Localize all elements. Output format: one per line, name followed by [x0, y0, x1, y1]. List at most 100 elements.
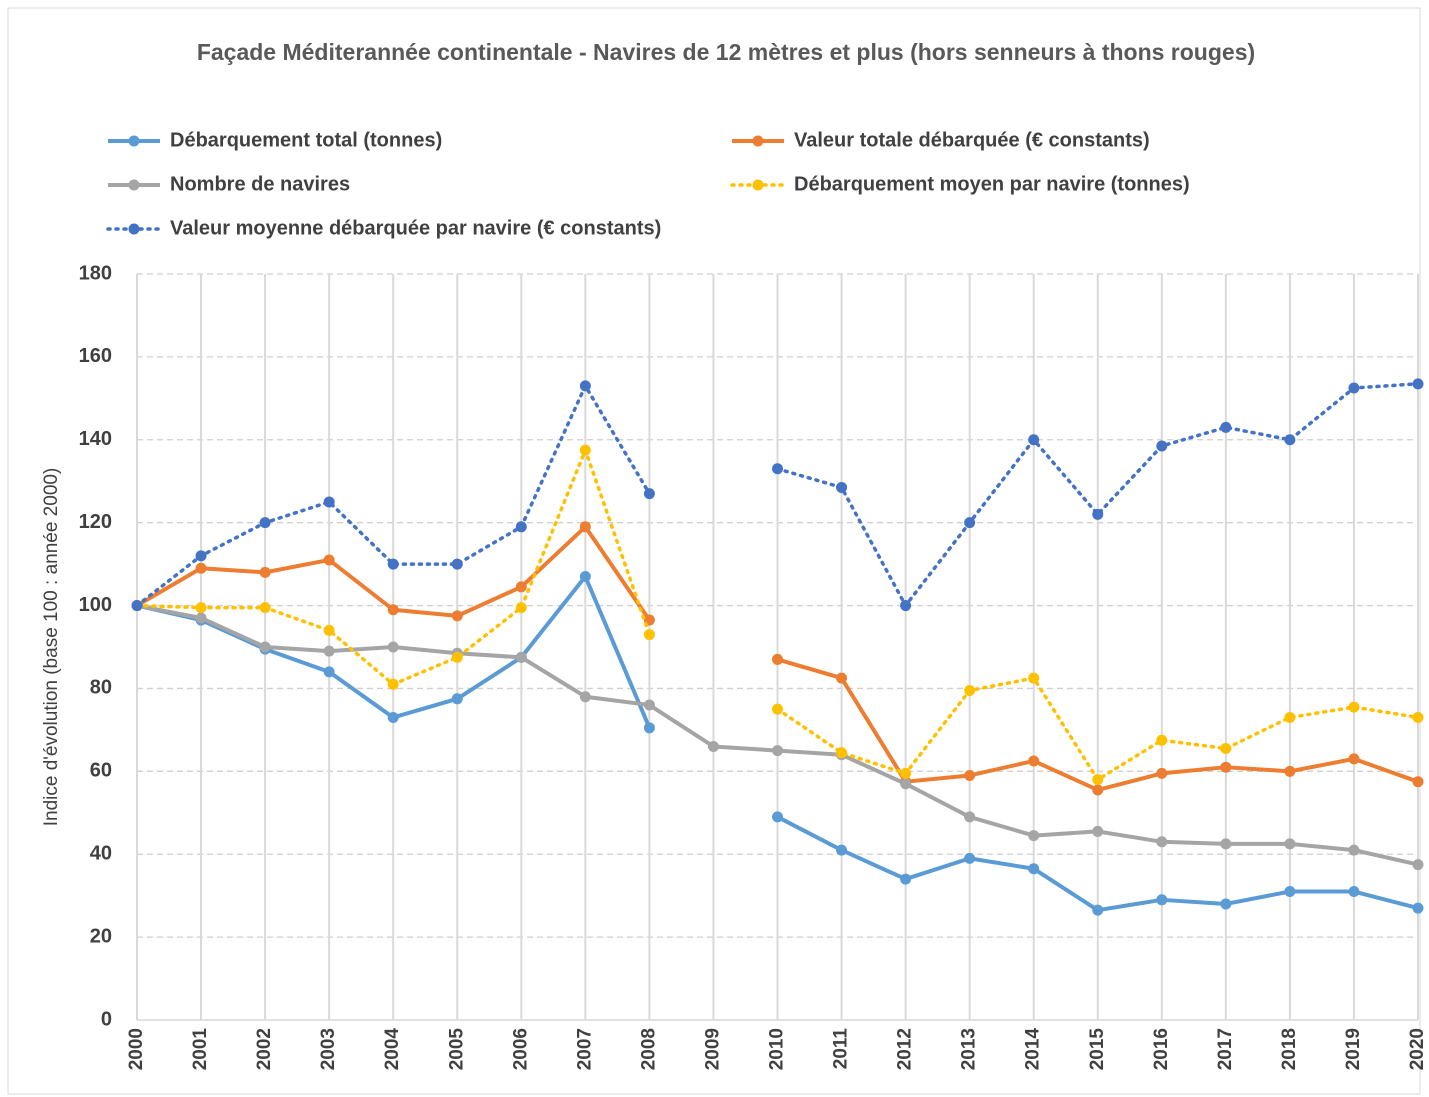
data-point [900, 778, 912, 790]
y-axis-label: Indice d'évolution (base 100 : année 200… [41, 468, 62, 827]
data-point [451, 610, 463, 622]
data-point [1156, 894, 1168, 906]
data-point [1156, 734, 1168, 746]
x-tick-label: 2018 [1279, 1028, 1300, 1070]
data-point [1220, 761, 1232, 773]
legend-label: Débarquement moyen par navire (tonnes) [794, 173, 1190, 195]
data-point [387, 641, 399, 653]
x-tick-label: 2020 [1407, 1028, 1428, 1070]
data-point [259, 641, 271, 653]
x-tick-label: 2008 [638, 1028, 659, 1070]
data-point [323, 624, 335, 636]
data-point [387, 711, 399, 723]
data-point [451, 558, 463, 570]
data-point [195, 612, 207, 624]
data-point [1284, 711, 1296, 723]
legend-marker [752, 135, 764, 147]
data-point [836, 844, 848, 856]
legend-label: Valeur moyenne débarquée par navire (€ c… [170, 217, 661, 239]
data-point [707, 740, 719, 752]
x-tick-label: 2014 [1023, 1028, 1044, 1071]
y-tick-label: 160 [79, 345, 112, 367]
data-point [1156, 767, 1168, 779]
data-point [964, 685, 976, 697]
data-point [1412, 776, 1424, 788]
data-point [1348, 701, 1360, 713]
series-line [135, 382, 1420, 608]
data-point [772, 745, 783, 757]
legend-marker [128, 223, 140, 235]
data-point [259, 566, 271, 578]
data-point [1284, 838, 1296, 850]
data-point [515, 602, 527, 614]
data-point [772, 463, 783, 475]
data-point [900, 767, 912, 779]
data-point [643, 488, 655, 500]
data-point [772, 653, 783, 665]
y-tick-label: 60 [90, 760, 112, 782]
data-point [1348, 753, 1360, 765]
data-point [964, 852, 976, 864]
data-point [195, 602, 207, 614]
data-point [387, 558, 399, 570]
y-tick-label: 20 [90, 925, 112, 947]
data-point [1348, 844, 1360, 856]
x-tick-label: 2002 [254, 1028, 275, 1070]
legend-label: Débarquement total (tonnes) [170, 129, 442, 151]
data-point [323, 496, 335, 508]
data-point [1092, 825, 1104, 837]
data-point [643, 699, 655, 711]
data-point [964, 517, 976, 529]
data-point [579, 521, 591, 533]
data-point [1284, 434, 1296, 446]
data-point [259, 602, 271, 614]
data-point [323, 554, 335, 566]
data-point [1348, 886, 1360, 898]
data-point [836, 672, 848, 684]
legend-label: Valeur totale débarquée (€ constants) [794, 129, 1150, 151]
data-point [131, 600, 143, 612]
data-point [387, 678, 399, 690]
x-tick-label: 2013 [959, 1028, 980, 1070]
data-point [451, 651, 463, 663]
data-point [1412, 859, 1424, 871]
data-point [451, 693, 463, 705]
data-point [1220, 838, 1232, 850]
data-point [323, 645, 335, 657]
data-point [772, 811, 783, 823]
x-tick-label: 2001 [190, 1028, 211, 1071]
x-tick-label: 2017 [1215, 1028, 1236, 1070]
data-point [1028, 672, 1040, 684]
chart-title: Façade Méditerannée continentale - Navir… [196, 39, 1256, 65]
data-point [1220, 743, 1232, 755]
data-point [1412, 902, 1424, 914]
x-tick-label: 2016 [1151, 1028, 1172, 1070]
x-tick-label: 2006 [510, 1028, 531, 1070]
data-point [515, 581, 527, 593]
legend-marker [128, 135, 140, 147]
x-tick-label: 2010 [767, 1028, 788, 1070]
data-point [643, 629, 655, 641]
data-point [323, 666, 335, 678]
x-tick-label: 2011 [831, 1028, 852, 1070]
y-tick-label: 100 [79, 594, 112, 616]
legend-marker [128, 179, 140, 191]
data-point [1028, 863, 1040, 875]
data-point [1220, 898, 1232, 910]
data-point [1284, 886, 1296, 898]
data-point [579, 691, 591, 703]
y-tick-label: 140 [79, 428, 112, 450]
data-point [1028, 434, 1040, 446]
data-point [1348, 382, 1360, 394]
x-tick-label: 2015 [1087, 1028, 1108, 1071]
x-tick-label: 2000 [126, 1028, 147, 1070]
data-point [836, 747, 848, 759]
x-tick-label: 2003 [318, 1028, 339, 1070]
data-point [1284, 765, 1296, 777]
x-tick-label: 2007 [574, 1028, 595, 1070]
data-point [515, 651, 527, 663]
y-tick-label: 0 [101, 1008, 112, 1030]
data-point [1028, 755, 1040, 767]
